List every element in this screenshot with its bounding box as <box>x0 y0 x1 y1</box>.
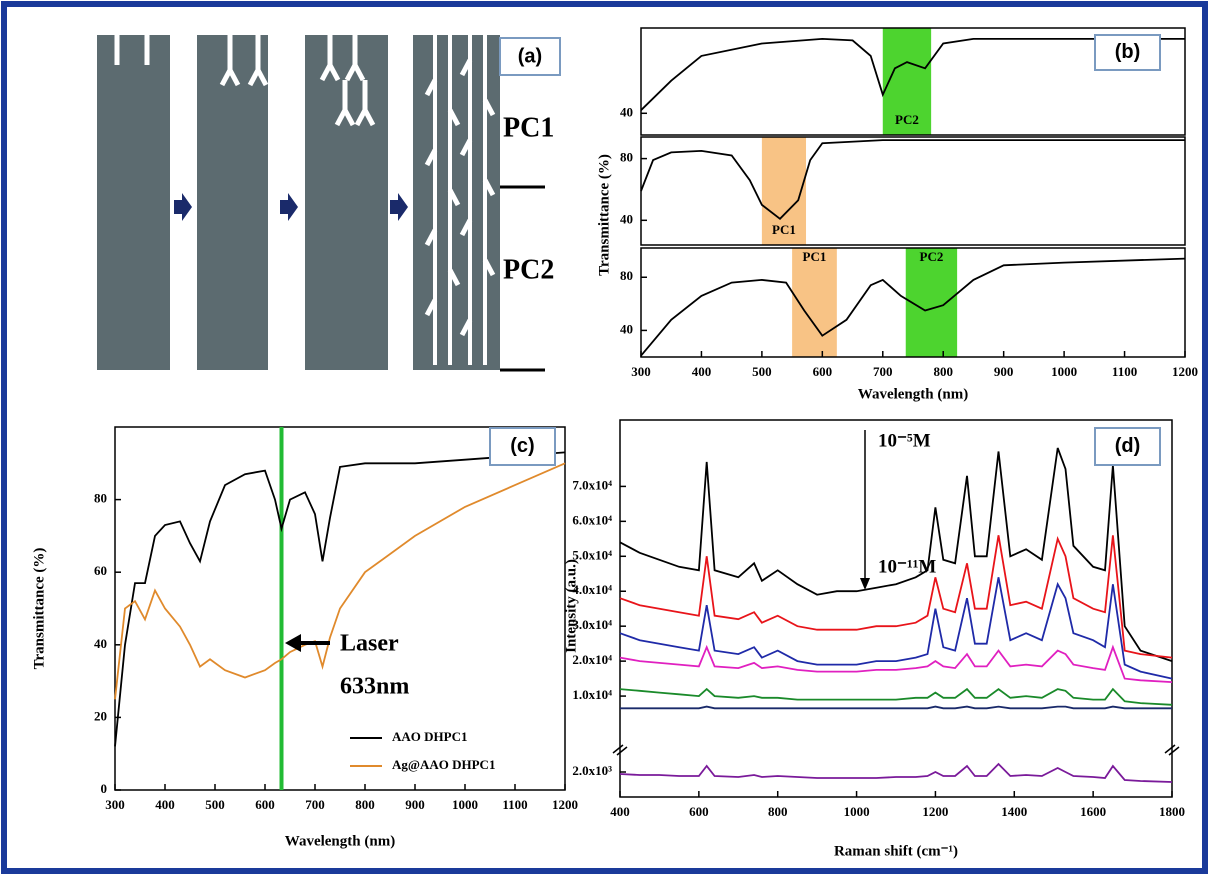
x-tick-label: 1400 <box>1001 804 1027 819</box>
x-tick-label: 1100 <box>1112 364 1137 379</box>
y-tick-label: 0 <box>101 781 108 796</box>
y-tick-label: 40 <box>620 321 633 336</box>
x-tick-label: 1200 <box>552 797 578 812</box>
y-tick-label: 7.0x10⁴ <box>572 477 612 492</box>
legend-label: AAO DHPC1 <box>392 729 467 744</box>
x-tick-label: 1200 <box>922 804 948 819</box>
x-tick-label: 1800 <box>1159 804 1185 819</box>
x-tick-label: 1000 <box>844 804 870 819</box>
y-tick-label: 20 <box>94 708 107 723</box>
x-tick-label: 600 <box>255 797 275 812</box>
annotation: 10⁻¹¹M <box>878 556 936 577</box>
x-tick-label: 800 <box>768 804 788 819</box>
x-tick-label: 600 <box>813 364 833 379</box>
x-tick-label: 1200 <box>1172 364 1198 379</box>
x-tick-label: 400 <box>155 797 175 812</box>
y-tick-label: 2.0x10⁴ <box>572 652 612 667</box>
annotation: 10⁻⁵M <box>878 430 931 451</box>
x-axis-label: Wavelength (nm) <box>858 386 968 402</box>
x-tick-label: 900 <box>994 364 1014 379</box>
y2-tick-label: 2.0x10³ <box>572 763 612 778</box>
band-label: PC2 <box>895 112 919 127</box>
x-tick-label: 600 <box>689 804 709 819</box>
y-tick-label: 60 <box>94 563 107 578</box>
diagram-a: (a) PC1 PC2 <box>97 35 560 370</box>
x-tick-label: 900 <box>405 797 425 812</box>
layer-label: PC2 <box>503 254 554 285</box>
y-tick-label: 40 <box>620 211 633 226</box>
band-label: PC1 <box>803 249 827 264</box>
y-tick-label: 80 <box>620 150 633 165</box>
y-axis-label: Transmittance (%) <box>596 154 612 276</box>
x-tick-label: 400 <box>692 364 712 379</box>
panel-label: (c) <box>510 435 534 457</box>
panel-label: (a) <box>518 45 542 67</box>
x-tick-label: 1000 <box>452 797 478 812</box>
y-tick-label: 1.0x10⁴ <box>572 687 612 702</box>
x-axis-label: Raman shift (cm⁻¹) <box>834 843 958 859</box>
y-tick-label: 6.0x10⁴ <box>572 512 612 527</box>
annotation: 633nm <box>340 674 409 700</box>
x-tick-label: 1000 <box>1051 364 1077 379</box>
layer-label: PC1 <box>503 112 554 143</box>
x-axis-label: Wavelength (nm) <box>285 833 395 849</box>
x-tick-label: 500 <box>205 797 225 812</box>
y-tick-label: 40 <box>620 104 633 119</box>
x-tick-label: 500 <box>752 364 772 379</box>
x-tick-label: 800 <box>933 364 953 379</box>
x-tick-label: 1100 <box>502 797 527 812</box>
panel-label: (b) <box>1115 41 1141 63</box>
x-tick-label: 300 <box>105 797 125 812</box>
x-tick-label: 700 <box>873 364 893 379</box>
y-tick-label: 80 <box>620 268 633 283</box>
x-tick-label: 400 <box>610 804 630 819</box>
x-tick-label: 800 <box>355 797 375 812</box>
annotation: Laser <box>340 631 399 657</box>
band-label: PC1 <box>772 222 796 237</box>
x-tick-label: 300 <box>631 364 651 379</box>
y-axis-label: Intensity (a.u.) <box>563 559 579 653</box>
frame <box>4 4 1205 871</box>
y-axis-label: Transmittance (%) <box>31 548 47 670</box>
panel-label: (d) <box>1115 435 1141 457</box>
x-tick-label: 700 <box>305 797 325 812</box>
x-tick-label: 1600 <box>1080 804 1106 819</box>
y-tick-label: 40 <box>94 636 107 651</box>
figure: (a) PC1 PC2 PC2 40 (b) PC1 40 80 Transmittance… <box>0 0 1209 875</box>
y-tick-label: 80 <box>94 491 107 506</box>
band-label: PC2 <box>920 249 944 264</box>
legend-label: Ag@AAO DHPC1 <box>392 757 495 772</box>
